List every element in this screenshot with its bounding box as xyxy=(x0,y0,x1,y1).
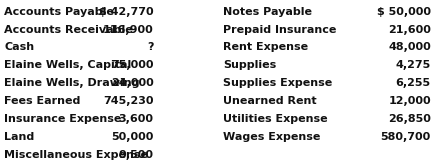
Text: 116,900: 116,900 xyxy=(103,25,154,35)
Text: Supplies Expense: Supplies Expense xyxy=(223,78,332,88)
Text: Wages Expense: Wages Expense xyxy=(223,132,320,142)
Text: Cash: Cash xyxy=(4,42,35,52)
Text: 9,500: 9,500 xyxy=(119,150,154,160)
Text: Utilities Expense: Utilities Expense xyxy=(223,114,328,124)
Text: Miscellaneous Expense: Miscellaneous Expense xyxy=(4,150,149,160)
Text: 4,275: 4,275 xyxy=(396,60,431,70)
Text: Land: Land xyxy=(4,132,35,142)
Text: $ 42,770: $ 42,770 xyxy=(99,7,154,17)
Text: ?: ? xyxy=(147,42,154,52)
Text: 24,000: 24,000 xyxy=(111,78,154,88)
Text: 26,850: 26,850 xyxy=(388,114,431,124)
Text: Notes Payable: Notes Payable xyxy=(223,7,312,17)
Text: Fees Earned: Fees Earned xyxy=(4,96,81,106)
Text: Accounts Receivable: Accounts Receivable xyxy=(4,25,133,35)
Text: 3,600: 3,600 xyxy=(119,114,154,124)
Text: Supplies: Supplies xyxy=(223,60,276,70)
Text: 745,230: 745,230 xyxy=(103,96,154,106)
Text: Insurance Expense: Insurance Expense xyxy=(4,114,122,124)
Text: 21,600: 21,600 xyxy=(388,25,431,35)
Text: 48,000: 48,000 xyxy=(388,42,431,52)
Text: 580,700: 580,700 xyxy=(381,132,431,142)
Text: 75,000: 75,000 xyxy=(111,60,154,70)
Text: Rent Expense: Rent Expense xyxy=(223,42,308,52)
Text: $ 50,000: $ 50,000 xyxy=(377,7,431,17)
Text: Elaine Wells, Drawing: Elaine Wells, Drawing xyxy=(4,78,140,88)
Text: 6,255: 6,255 xyxy=(396,78,431,88)
Text: Accounts Payable: Accounts Payable xyxy=(4,7,114,17)
Text: Prepaid Insurance: Prepaid Insurance xyxy=(223,25,336,35)
Text: 50,000: 50,000 xyxy=(111,132,154,142)
Text: Elaine Wells, Capital: Elaine Wells, Capital xyxy=(4,60,132,70)
Text: 12,000: 12,000 xyxy=(388,96,431,106)
Text: Unearned Rent: Unearned Rent xyxy=(223,96,317,106)
